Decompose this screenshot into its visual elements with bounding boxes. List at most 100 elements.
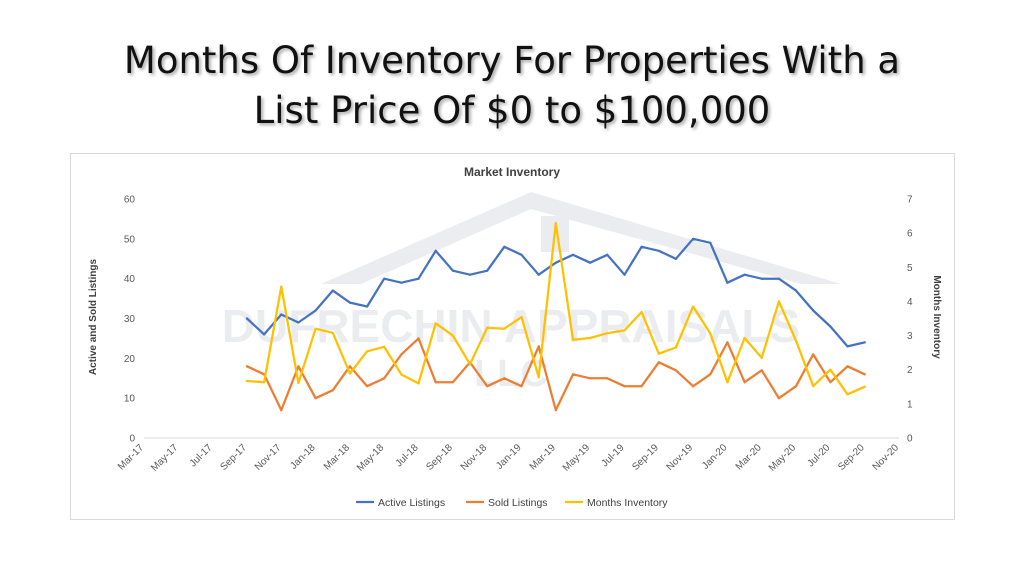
x-tick-label-nov-20: Nov-20 — [871, 442, 902, 473]
data-point-months-inventory-apr-19 — [571, 338, 575, 341]
data-point-months-inventory-nov-17 — [280, 285, 283, 288]
data-point-active-listings-jun-20 — [812, 309, 815, 312]
data-point-sold-listings-may-18 — [383, 377, 386, 380]
data-point-active-listings-mar-20 — [760, 277, 763, 280]
data-point-months-inventory-oct-17 — [263, 381, 266, 384]
x-tick-label-nov-17: Nov-17 — [253, 442, 284, 473]
data-point-active-listings-apr-19 — [571, 253, 575, 256]
chart-area: DUFRECHIN APPRAISALS LLC Market Inventor… — [70, 153, 955, 520]
y-tick-label-left-10: 10 — [124, 394, 136, 405]
data-point-months-inventory-feb-18 — [331, 331, 334, 334]
x-tick-label-sep-17: Sep-17 — [218, 442, 249, 473]
data-point-months-inventory-nov-18 — [486, 326, 489, 329]
data-point-months-inventory-jul-18 — [417, 382, 420, 385]
data-point-months-inventory-oct-19 — [674, 346, 678, 349]
y-tick-label-left-60: 60 — [124, 195, 136, 206]
data-point-months-inventory-oct-18 — [468, 363, 472, 366]
data-point-months-inventory-sep-19 — [657, 352, 660, 355]
x-tick-label-may-20: May-20 — [767, 442, 799, 474]
legend-label-active-listings: Active Listings — [378, 497, 445, 509]
chart-title: Market Inventory — [464, 165, 560, 179]
data-point-months-inventory-dec-18 — [503, 327, 506, 330]
x-tick-label-mar-20: Mar-20 — [734, 442, 764, 472]
x-tick-label-sep-19: Sep-19 — [630, 442, 661, 473]
data-point-active-listings-may-18 — [383, 277, 386, 280]
data-point-active-listings-sep-20 — [863, 341, 866, 344]
data-point-sold-listings-jan-20 — [726, 341, 729, 344]
y-tick-label-right-2: 2 — [907, 365, 913, 376]
y-tick-label-right-0: 0 — [907, 434, 913, 445]
y-tick-label-right-4: 4 — [907, 297, 913, 308]
slide-title-line-1: Months Of Inventory For Properties With … — [123, 39, 901, 82]
data-point-months-inventory-aug-19 — [640, 310, 643, 314]
data-point-months-inventory-mar-19 — [554, 222, 557, 225]
y-ticks-left: 0 10 20 30 40 50 60 — [124, 195, 136, 445]
data-point-active-listings-dec-17 — [297, 321, 300, 324]
slide-title: Months Of Inventory For Properties With … — [0, 36, 1024, 136]
legend: Active Listings Sold Listings Months Inv… — [356, 497, 668, 509]
data-point-sold-listings-aug-19 — [640, 385, 643, 388]
data-point-sold-listings-feb-19 — [537, 345, 540, 348]
data-point-sold-listings-sep-17 — [245, 365, 249, 368]
x-tick-label-may-17: May-17 — [149, 442, 181, 474]
data-point-months-inventory-jan-19 — [520, 316, 523, 319]
y-axis-title-left: Active and Sold Listings — [88, 259, 99, 376]
data-point-sold-listings-dec-18 — [503, 377, 506, 380]
data-point-active-listings-feb-19 — [537, 273, 540, 276]
data-point-months-inventory-jun-20 — [812, 385, 815, 388]
data-point-months-inventory-may-19 — [589, 336, 592, 340]
data-point-active-listings-jun-19 — [606, 253, 609, 256]
data-point-active-listings-nov-17 — [280, 313, 283, 316]
y-axis-title-right: Months Inventory — [931, 275, 942, 359]
data-point-sold-listings-dec-17 — [297, 365, 300, 368]
data-point-sold-listings-apr-19 — [571, 373, 575, 376]
x-tick-label-mar-18: Mar-18 — [322, 442, 352, 472]
data-point-active-listings-sep-18 — [451, 269, 454, 272]
data-point-sold-listings-nov-17 — [280, 409, 283, 412]
data-point-months-inventory-dec-19 — [709, 332, 712, 335]
data-point-sold-listings-aug-20 — [846, 365, 849, 368]
x-tick-label-may-19: May-19 — [561, 442, 593, 474]
y-tick-label-right-6: 6 — [907, 229, 913, 240]
data-point-sold-listings-aug-18 — [434, 381, 437, 384]
x-tick-label-sep-20: Sep-20 — [836, 442, 867, 473]
y-tick-label-left-40: 40 — [124, 274, 136, 285]
data-point-sold-listings-sep-18 — [451, 381, 454, 384]
x-tick-label-sep-18: Sep-18 — [424, 442, 455, 473]
data-point-sold-listings-jul-20 — [829, 381, 832, 384]
data-point-active-listings-nov-19 — [692, 237, 695, 240]
data-point-active-listings-aug-19 — [640, 245, 643, 248]
y-ticks-right: 0 1 2 3 4 5 6 7 — [907, 195, 913, 445]
data-point-sold-listings-apr-20 — [777, 397, 781, 400]
y-tick-label-left-50: 50 — [124, 234, 136, 245]
data-point-active-listings-jul-19 — [623, 273, 626, 276]
data-point-sold-listings-dec-19 — [709, 373, 712, 376]
data-point-active-listings-aug-20 — [846, 345, 849, 348]
y-tick-label-right-7: 7 — [907, 195, 913, 206]
x-tick-label-jul-20: Jul-20 — [805, 442, 832, 469]
data-point-active-listings-oct-18 — [468, 273, 472, 276]
data-point-sold-listings-jan-19 — [520, 385, 523, 388]
data-point-months-inventory-apr-20 — [777, 300, 781, 303]
legend-label-sold-listings: Sold Listings — [488, 497, 548, 509]
data-point-active-listings-jan-19 — [520, 253, 523, 256]
data-point-active-listings-mar-19 — [554, 261, 557, 264]
data-point-sold-listings-sep-19 — [657, 361, 660, 364]
market-inventory-chart: DUFRECHIN APPRAISALS LLC Market Inventor… — [88, 165, 942, 509]
watermark-line-2: LLC — [474, 353, 548, 395]
data-point-active-listings-sep-19 — [657, 249, 660, 252]
data-point-active-listings-feb-18 — [331, 289, 334, 292]
x-ticks: Mar-17 May-17 Jul-17 Sep-17 Nov-17 Jan-18 Mar-… — [116, 442, 901, 474]
x-tick-label-nov-18: Nov-18 — [459, 442, 490, 473]
watermark-house-roof — [321, 192, 841, 284]
data-point-months-inventory-jul-20 — [829, 368, 832, 371]
data-point-sold-listings-jun-20 — [812, 353, 815, 356]
x-tick-label-nov-19: Nov-19 — [665, 442, 696, 473]
data-point-active-listings-nov-18 — [486, 269, 489, 272]
data-point-active-listings-feb-20 — [743, 273, 746, 276]
data-point-months-inventory-apr-18 — [366, 350, 369, 353]
data-point-sold-listings-jan-18 — [314, 397, 317, 400]
y-tick-label-left-30: 30 — [124, 314, 136, 325]
data-point-active-listings-jan-20 — [726, 281, 729, 284]
data-point-sold-listings-sep-20 — [863, 373, 866, 376]
